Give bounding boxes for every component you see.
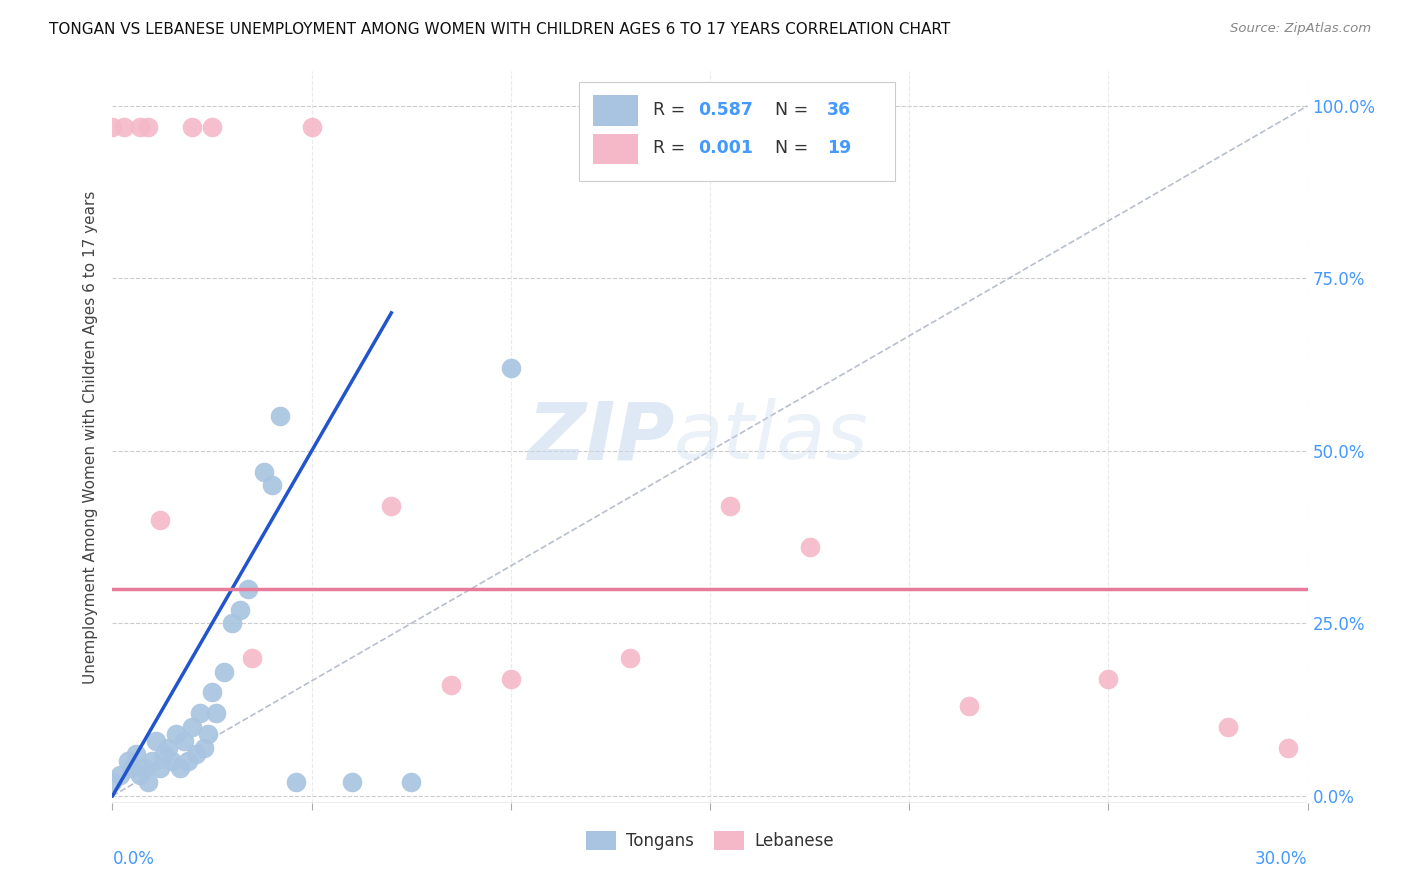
Text: 0.587: 0.587 [699, 101, 754, 120]
Point [138, 775, 160, 789]
Text: N =: N = [763, 139, 814, 157]
Point [125, 747, 148, 762]
Point [134, 761, 156, 775]
Point [212, 665, 235, 679]
Point [799, 541, 821, 555]
Text: R =: R = [652, 139, 690, 157]
Text: 0.0%: 0.0% [112, 850, 155, 868]
Point [340, 775, 363, 789]
FancyBboxPatch shape [593, 95, 638, 126]
Legend: Tongans, Lebanese: Tongans, Lebanese [579, 824, 841, 856]
Point [162, 755, 183, 769]
Y-axis label: Unemployment Among Women with Children Ages 6 to 17 years: Unemployment Among Women with Children A… [83, 190, 98, 684]
Point [1216, 720, 1239, 734]
Point [129, 120, 152, 134]
Point [619, 651, 641, 665]
Point [117, 755, 139, 769]
Point [169, 761, 191, 775]
Point [110, 768, 132, 782]
Point [101, 775, 124, 789]
Point [181, 120, 204, 134]
Point [157, 740, 180, 755]
Text: 30.0%: 30.0% [1256, 850, 1308, 868]
Point [1277, 740, 1299, 755]
Point [240, 651, 263, 665]
Text: TONGAN VS LEBANESE UNEMPLOYMENT AMONG WOMEN WITH CHILDREN AGES 6 TO 17 YEARS COR: TONGAN VS LEBANESE UNEMPLOYMENT AMONG WO… [49, 22, 950, 37]
Point [401, 775, 423, 789]
Point [499, 672, 522, 686]
Point [149, 513, 172, 527]
Point [229, 602, 252, 616]
Point [153, 747, 176, 762]
FancyBboxPatch shape [579, 82, 896, 181]
Point [197, 727, 219, 741]
Point [165, 727, 187, 741]
Point [440, 678, 463, 692]
Point [129, 768, 152, 782]
Text: N =: N = [763, 101, 814, 120]
Point [114, 120, 135, 134]
Text: 36: 36 [827, 101, 851, 120]
Point [718, 499, 741, 513]
Point [284, 775, 307, 789]
Text: 0.001: 0.001 [699, 139, 754, 157]
Point [141, 755, 163, 769]
Point [188, 706, 211, 720]
Point [177, 755, 200, 769]
Point [301, 120, 323, 134]
Point [149, 761, 172, 775]
Text: ZIP: ZIP [527, 398, 675, 476]
Point [186, 747, 208, 762]
Point [236, 582, 259, 596]
Point [253, 465, 276, 479]
Point [499, 361, 522, 376]
Point [201, 120, 224, 134]
Point [260, 478, 283, 492]
Text: atlas: atlas [675, 398, 869, 476]
Point [181, 720, 204, 734]
Point [380, 499, 402, 513]
Point [201, 685, 224, 699]
Text: R =: R = [652, 101, 690, 120]
Point [101, 120, 124, 134]
Text: 19: 19 [827, 139, 852, 157]
Point [957, 699, 980, 714]
Point [173, 733, 195, 747]
Point [269, 409, 291, 424]
FancyBboxPatch shape [593, 134, 638, 164]
Point [145, 733, 167, 747]
Point [193, 740, 215, 755]
Point [221, 616, 243, 631]
Point [121, 761, 143, 775]
Point [138, 120, 160, 134]
Point [205, 706, 228, 720]
Point [1097, 672, 1119, 686]
Text: Source: ZipAtlas.com: Source: ZipAtlas.com [1230, 22, 1371, 36]
